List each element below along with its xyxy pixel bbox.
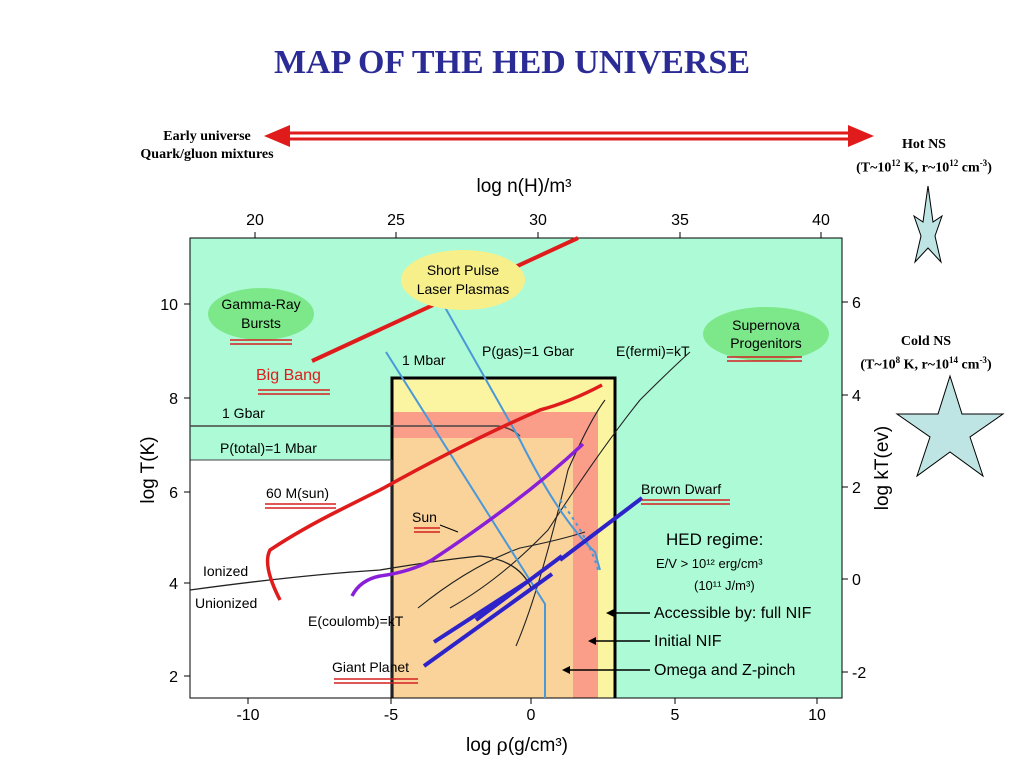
short-pulse-bubble <box>401 250 525 310</box>
bottom-axis: -10 -5 0 5 10 log ρ(g/cm³) <box>236 698 826 756</box>
left-tick-label: 8 <box>169 391 178 408</box>
top-tick-label: 25 <box>387 212 405 229</box>
x-tick-label: 10 <box>808 707 826 724</box>
top-tick-label: 35 <box>671 212 689 229</box>
hot-ns-conditions: (T~1012 K, r~1012 cm-3) <box>856 158 992 176</box>
ionization-curve <box>189 555 533 591</box>
left-axis: 10 8 6 4 2 log T(K) <box>138 297 190 686</box>
sun-label: Sun <box>412 509 437 525</box>
hed-regime-energy: E/V > 10¹² erg/cm³ <box>656 556 763 571</box>
early-universe-line2: Quark/gluon mixtures <box>140 147 274 162</box>
big-bang-label: Big Bang <box>256 367 321 384</box>
early-universe-label: Early universe Quark/gluon mixtures <box>134 128 280 164</box>
full-nif-label: Accessible by: full NIF <box>654 605 812 622</box>
hot-ns-label: Hot NS (T~1012 K, r~1012 cm-3) <box>836 136 1012 178</box>
hed-regime-joules: (10¹¹ J/m³) <box>694 578 755 593</box>
left-axis-title: log T(K) <box>138 436 159 503</box>
omega-z-label: Omega and Z-pinch <box>654 662 795 679</box>
top-tick-label: 30 <box>529 212 547 229</box>
supernova-label-2: Progenitors <box>730 335 802 351</box>
brown-dwarf-track <box>558 496 644 562</box>
gamma-ray-bursts-bubble <box>208 288 314 340</box>
right-axis-title: log kT(ev) <box>872 426 893 510</box>
e-coulomb-curve-1 <box>417 531 586 609</box>
right-tick-label: 6 <box>852 295 861 312</box>
left-tick-label: 4 <box>169 576 178 593</box>
e-coulomb-label: E(coulomb)=kT <box>308 613 404 629</box>
p-gas-line <box>441 301 601 571</box>
cold-ns-star-icon <box>895 374 1005 478</box>
short-pulse-label-1: Short Pulse <box>427 262 500 278</box>
top-tick-label: 20 <box>246 212 264 229</box>
x-tick-label: 0 <box>527 707 536 724</box>
low-temperature-region <box>190 460 392 698</box>
top-axis-title: log n(H)/m³ <box>476 176 571 197</box>
e-fermi-curve <box>449 351 691 609</box>
one-gbar-line <box>190 425 521 437</box>
page-title: MAP OF THE HED UNIVERSE <box>273 44 751 81</box>
cold-ns-title: Cold NS <box>900 334 952 349</box>
one-mbar-line <box>385 351 546 698</box>
hot-ns-star-icon <box>913 185 943 264</box>
p-total-label: P(total)=1 Mbar <box>220 440 317 456</box>
energy-range-arrow <box>264 125 874 147</box>
p-gas-dotted <box>559 499 599 571</box>
giant-planet-track-1 <box>432 578 532 644</box>
top-tick-label: 40 <box>812 212 830 229</box>
brown-dwarf-label: Brown Dwarf <box>641 481 721 497</box>
gamma-ray-label-2: Bursts <box>241 315 281 331</box>
right-tick-label: 2 <box>852 480 861 497</box>
short-pulse-label-2: Laser Plasmas <box>417 281 510 297</box>
right-axis: 6 4 2 0 -2 log kT(ev) <box>842 295 893 682</box>
x-tick-label: -10 <box>236 707 259 724</box>
sixty-msun-track <box>265 383 603 601</box>
supernova-bubble <box>703 307 829 361</box>
right-tick-label: -2 <box>852 665 866 682</box>
right-tick-label: 0 <box>852 572 861 589</box>
hot-ns-title: Hot NS <box>902 137 946 152</box>
x-tick-label: 5 <box>671 707 680 724</box>
e-coulomb-curve-2 <box>515 399 606 647</box>
ionized-label: Ionized <box>203 563 248 579</box>
hed-regime-title: HED regime: <box>666 530 763 549</box>
sun-track <box>350 442 585 597</box>
one-gbar-label: 1 Gbar <box>222 405 265 421</box>
bottom-axis-title: log ρ(g/cm³) <box>466 734 568 756</box>
plot-frame <box>189 237 843 699</box>
p-gas-label: P(gas)=1 Gbar <box>482 343 575 359</box>
supernova-label-1: Supernova <box>732 317 800 333</box>
hed-region-omega-inner <box>392 438 573 698</box>
giant-planet-track-2 <box>422 572 554 668</box>
e-fermi-label: E(fermi)=kT <box>616 343 690 359</box>
sixty-msun-label: 60 M(sun) <box>266 485 329 501</box>
cold-ns-conditions: (T~108 K, r~1014 cm-3) <box>860 355 992 373</box>
one-mbar-label: 1 Mbar <box>402 352 446 368</box>
cold-ns-label: Cold NS (T~108 K, r~1014 cm-3) <box>838 333 1014 375</box>
initial-nif-label: Initial NIF <box>654 633 722 650</box>
early-universe-line1: Early universe <box>163 129 251 144</box>
x-tick-label: -5 <box>384 707 398 724</box>
left-tick-label: 2 <box>169 669 178 686</box>
top-axis: 20 25 30 35 40 log n(H)/m³ <box>246 176 830 238</box>
right-tick-label: 4 <box>852 388 861 405</box>
left-tick-label: 6 <box>169 485 178 502</box>
gamma-ray-label-1: Gamma-Ray <box>221 296 300 312</box>
unionized-label: Unionized <box>195 595 257 611</box>
giant-planet-label: Giant Planet <box>332 659 409 675</box>
left-tick-label: 10 <box>160 297 178 314</box>
